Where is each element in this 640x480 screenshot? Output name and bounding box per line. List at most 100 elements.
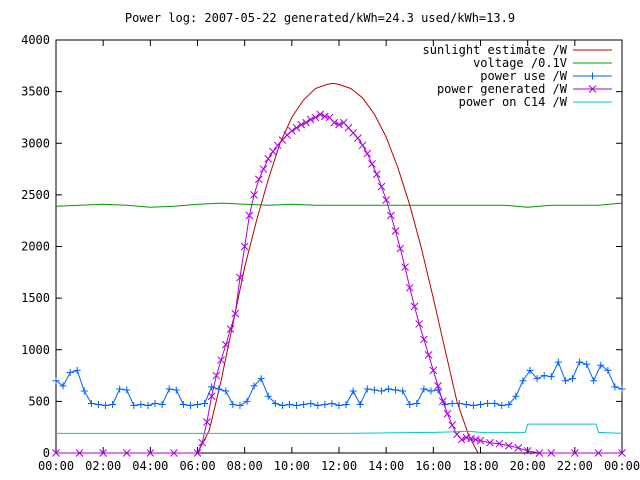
data-point	[146, 449, 155, 457]
data-point	[212, 371, 221, 380]
data-point	[611, 383, 619, 391]
data-point	[250, 191, 258, 199]
data-point	[533, 375, 541, 383]
data-point	[554, 358, 562, 366]
data-point	[245, 211, 254, 220]
data-point	[405, 283, 414, 292]
data-point	[231, 309, 240, 318]
data-point	[287, 127, 296, 135]
legend-label: voltage /0.1V	[473, 56, 567, 70]
series-1	[197, 82, 479, 454]
x-tick-label: 14:00	[368, 459, 404, 473]
legend-entry: power on C14 /W	[459, 95, 612, 109]
data-point	[94, 400, 102, 408]
y-tick-label: 3000	[21, 136, 50, 150]
data-point	[462, 400, 470, 408]
data-point	[259, 165, 268, 173]
data-point	[514, 443, 523, 452]
data-point	[193, 449, 202, 457]
data-point	[300, 400, 308, 408]
data-point	[264, 392, 272, 400]
series-line	[197, 82, 479, 454]
series-3	[52, 358, 626, 410]
data-point	[399, 387, 407, 395]
data-point	[618, 449, 626, 457]
data-point	[328, 399, 336, 407]
data-point	[583, 360, 591, 368]
y-tick-label: 2500	[21, 188, 50, 202]
data-point	[285, 400, 293, 408]
data-point	[66, 368, 74, 376]
data-point	[424, 351, 433, 359]
data-point	[434, 382, 442, 390]
data-point	[170, 449, 178, 457]
legend-marker	[588, 85, 597, 93]
legend-label: power on C14 /W	[459, 95, 568, 109]
data-point	[469, 402, 477, 410]
data-point	[467, 434, 475, 443]
data-point	[448, 399, 456, 407]
data-point	[349, 387, 357, 395]
data-point	[236, 273, 244, 282]
data-point	[144, 402, 152, 410]
data-point	[495, 439, 504, 448]
data-point	[427, 387, 435, 395]
legend-label: power generated /W	[437, 82, 568, 96]
data-point	[75, 449, 84, 457]
data-point	[570, 449, 579, 457]
data-point	[165, 385, 173, 393]
data-point	[491, 399, 499, 407]
series-5	[56, 423, 623, 434]
legend-marker	[589, 72, 596, 80]
data-point	[292, 123, 301, 132]
data-point	[391, 227, 400, 235]
series-layer	[52, 82, 626, 457]
data-point	[254, 175, 263, 184]
data-point	[335, 402, 343, 410]
x-tick-label: 22:00	[557, 459, 593, 473]
x-tick-label: 16:00	[415, 459, 451, 473]
data-point	[335, 120, 343, 129]
y-tick-label: 1000	[21, 343, 50, 357]
data-point	[597, 361, 605, 369]
data-point	[198, 438, 207, 447]
y-tick-label: 1500	[21, 291, 50, 305]
data-point	[151, 399, 159, 407]
data-point	[387, 211, 395, 220]
data-point	[217, 356, 225, 364]
data-point	[116, 385, 124, 393]
data-point	[130, 402, 138, 410]
data-point	[526, 366, 534, 374]
data-point	[370, 386, 378, 394]
data-point	[243, 397, 251, 405]
series-line	[55, 360, 623, 407]
data-point	[505, 400, 513, 408]
chart-title: Power log: 2007-05-22 generated/kWh=24.3…	[125, 11, 515, 25]
data-point	[498, 402, 506, 410]
x-tick-label: 06:00	[179, 459, 215, 473]
data-point	[547, 449, 556, 457]
data-point	[320, 112, 329, 121]
x-tick-label: 02:00	[85, 459, 121, 473]
data-point	[410, 302, 419, 311]
legend-entry: sunlight estimate /W	[423, 43, 612, 57]
x-tick-label: 10:00	[274, 459, 310, 473]
data-point	[594, 449, 603, 457]
data-point	[278, 402, 286, 410]
data-point	[457, 435, 466, 444]
data-point	[293, 402, 301, 410]
data-point	[368, 160, 376, 168]
data-point	[486, 438, 494, 447]
data-point	[406, 400, 414, 408]
data-point	[512, 392, 520, 400]
data-point	[137, 400, 145, 408]
y-tick-label: 2000	[21, 240, 50, 254]
data-point	[307, 399, 315, 407]
data-point	[504, 441, 513, 450]
data-point	[372, 170, 381, 179]
data-point	[429, 366, 438, 375]
data-point	[269, 147, 277, 156]
data-point	[330, 118, 339, 127]
data-point	[561, 377, 569, 385]
